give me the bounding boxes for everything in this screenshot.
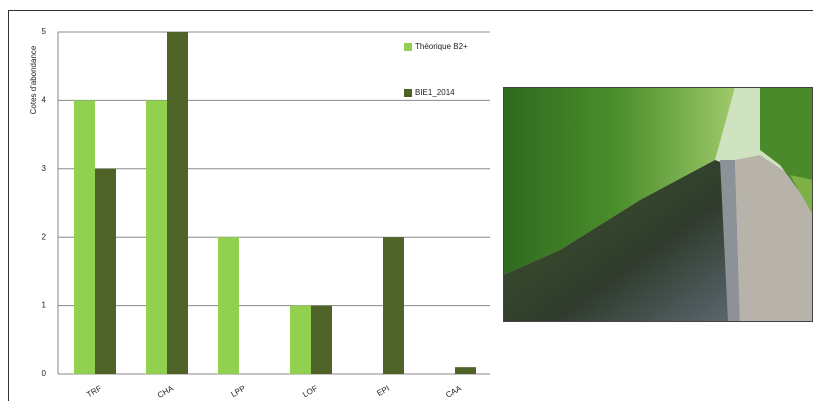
x-tick-label: CHA [156,383,176,400]
bar [167,32,188,374]
y-tick-label: 1 [42,301,47,310]
y-tick-label: 3 [42,164,47,173]
y-tick-label: 5 [42,27,47,36]
photo [503,87,813,322]
legend-label: BIE1_2014 [415,88,455,97]
x-tick-label: CAA [444,383,463,399]
bar [95,169,116,374]
x-tick-label: LPP [229,384,247,399]
y-tick-label: 2 [42,232,47,241]
bar [74,100,95,374]
legend-swatch [404,89,412,97]
x-tick-label: LOF [301,384,319,400]
y-axis-label: Cotes d'abondance [29,45,38,114]
y-tick-label: 0 [42,369,47,378]
bar [146,100,167,374]
bar [290,306,311,374]
legend-swatch [404,43,412,51]
bar [218,237,239,374]
y-tick-label: 4 [42,96,47,105]
bar [311,306,332,374]
legend-label: Théorique B2+ [415,42,468,51]
x-tick-label: TRF [85,384,103,400]
x-tick-label: EPI [375,384,391,398]
bar [455,367,476,374]
bar [383,237,404,374]
